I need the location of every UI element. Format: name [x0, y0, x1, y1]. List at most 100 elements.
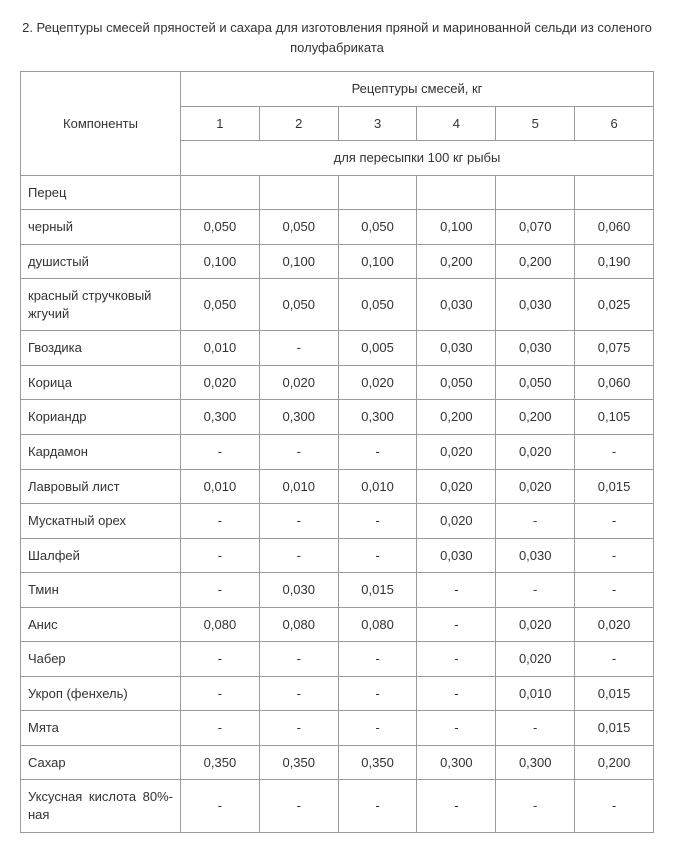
header-sub: для пересыпки 100 кг рыбы: [181, 141, 654, 176]
header-col-4: 4: [417, 106, 496, 141]
row-label: Перец: [21, 175, 181, 210]
cell-value: 0,105: [575, 400, 654, 435]
cell-value: 0,010: [496, 676, 575, 711]
cell-value: -: [575, 504, 654, 539]
cell-value: -: [259, 435, 338, 470]
row-label: Укроп (фенхель): [21, 676, 181, 711]
cell-value: -: [417, 676, 496, 711]
cell-value: 0,200: [496, 400, 575, 435]
cell-value: -: [259, 780, 338, 832]
cell-value: 0,015: [575, 469, 654, 504]
cell-value: 0,020: [496, 642, 575, 677]
cell-value: 0,350: [259, 745, 338, 780]
cell-value: -: [575, 642, 654, 677]
cell-value: [496, 175, 575, 210]
row-label: Кориандр: [21, 400, 181, 435]
cell-value: 0,020: [259, 365, 338, 400]
cell-value: 0,010: [338, 469, 417, 504]
cell-value: -: [338, 642, 417, 677]
cell-value: -: [181, 504, 260, 539]
cell-value: -: [338, 780, 417, 832]
table-row: Корица0,0200,0200,0200,0500,0500,060: [21, 365, 654, 400]
cell-value: 0,015: [575, 676, 654, 711]
cell-value: 0,020: [575, 607, 654, 642]
cell-value: 0,300: [338, 400, 417, 435]
cell-value: -: [259, 504, 338, 539]
header-col-6: 6: [575, 106, 654, 141]
row-label: Тмин: [21, 573, 181, 608]
cell-value: 0,200: [575, 745, 654, 780]
cell-value: -: [496, 780, 575, 832]
row-label: Лавровый лист: [21, 469, 181, 504]
cell-value: 0,050: [259, 210, 338, 245]
table-row: Гвоздика0,010-0,0050,0300,0300,075: [21, 331, 654, 366]
cell-value: -: [575, 573, 654, 608]
cell-value: 0,060: [575, 210, 654, 245]
cell-value: 0,050: [417, 365, 496, 400]
cell-value: 0,030: [259, 573, 338, 608]
row-label: красный стручковый жгучий: [21, 279, 181, 331]
row-label: Кардамон: [21, 435, 181, 470]
table-row: Шалфей---0,0300,030-: [21, 538, 654, 573]
cell-value: 0,010: [181, 469, 260, 504]
cell-value: 0,350: [181, 745, 260, 780]
header-components: Компоненты: [21, 72, 181, 176]
header-col-3: 3: [338, 106, 417, 141]
cell-value: -: [496, 573, 575, 608]
cell-value: 0,190: [575, 244, 654, 279]
cell-value: -: [181, 711, 260, 746]
cell-value: [575, 175, 654, 210]
cell-value: -: [181, 538, 260, 573]
header-group: Рецептуры смесей, кг: [181, 72, 654, 107]
row-label: Чабер: [21, 642, 181, 677]
table-row: Уксусная кислота 80%-ная------: [21, 780, 654, 832]
cell-value: 0,020: [417, 504, 496, 539]
row-label: Сахар: [21, 745, 181, 780]
cell-value: [338, 175, 417, 210]
cell-value: -: [181, 676, 260, 711]
cell-value: 0,050: [338, 279, 417, 331]
table-row: Сахар0,3500,3500,3500,3000,3000,200: [21, 745, 654, 780]
table-row: Чабер----0,020-: [21, 642, 654, 677]
cell-value: -: [259, 642, 338, 677]
row-label: Корица: [21, 365, 181, 400]
cell-value: -: [259, 676, 338, 711]
cell-value: 0,020: [417, 469, 496, 504]
cell-value: -: [338, 676, 417, 711]
cell-value: -: [338, 504, 417, 539]
cell-value: 0,050: [338, 210, 417, 245]
cell-value: 0,070: [496, 210, 575, 245]
header-col-1: 1: [181, 106, 260, 141]
cell-value: 0,080: [259, 607, 338, 642]
cell-value: 0,010: [259, 469, 338, 504]
cell-value: -: [575, 780, 654, 832]
cell-value: 0,020: [417, 435, 496, 470]
cell-value: 0,050: [259, 279, 338, 331]
cell-value: 0,030: [417, 331, 496, 366]
cell-value: -: [417, 573, 496, 608]
cell-value: -: [417, 711, 496, 746]
cell-value: 0,030: [496, 331, 575, 366]
cell-value: 0,030: [496, 538, 575, 573]
cell-value: -: [496, 711, 575, 746]
cell-value: 0,300: [259, 400, 338, 435]
table-row: Кардамон---0,0200,020-: [21, 435, 654, 470]
table-row: Укроп (фенхель)----0,0100,015: [21, 676, 654, 711]
cell-value: -: [496, 504, 575, 539]
cell-value: 0,020: [496, 469, 575, 504]
table-row: Кориандр0,3000,3000,3000,2000,2000,105: [21, 400, 654, 435]
cell-value: 0,300: [181, 400, 260, 435]
header-col-5: 5: [496, 106, 575, 141]
row-label: Уксусная кислота 80%-ная: [21, 780, 181, 832]
cell-value: -: [417, 607, 496, 642]
cell-value: -: [417, 780, 496, 832]
cell-value: -: [338, 435, 417, 470]
cell-value: 0,200: [417, 244, 496, 279]
cell-value: 0,010: [181, 331, 260, 366]
cell-value: 0,050: [181, 210, 260, 245]
cell-value: 0,075: [575, 331, 654, 366]
header-col-2: 2: [259, 106, 338, 141]
row-label: Мускатный орех: [21, 504, 181, 539]
cell-value: -: [338, 538, 417, 573]
table-row: Мята-----0,015: [21, 711, 654, 746]
